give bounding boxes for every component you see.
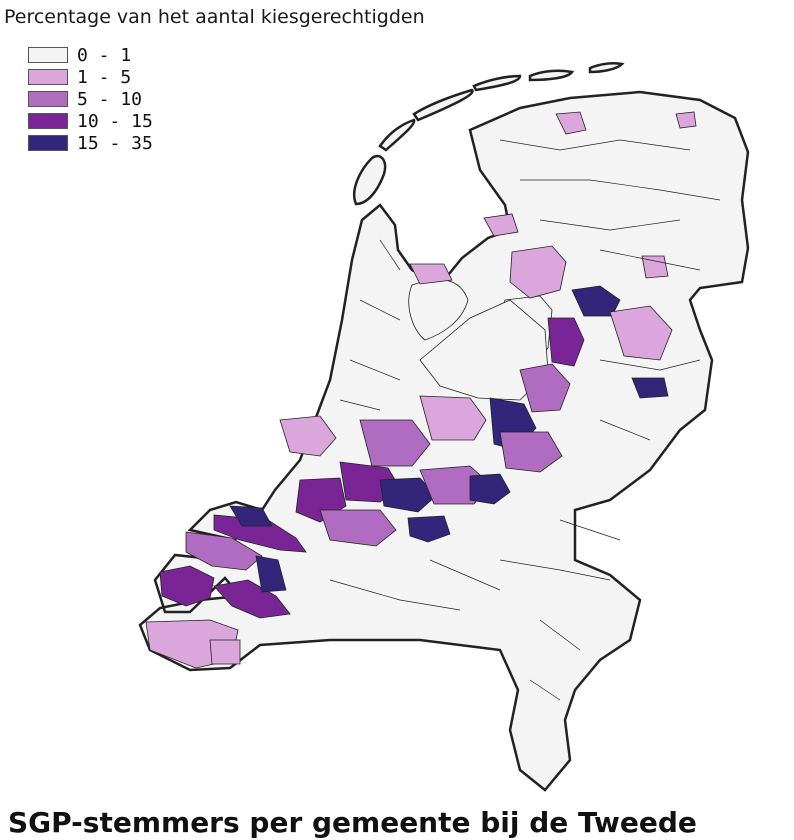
- legend-swatch: [28, 47, 68, 63]
- shaded-region-12: [469, 473, 511, 505]
- island-ameland: [472, 74, 522, 92]
- shaded-region-18: [631, 377, 669, 399]
- legend-item: 0 - 1: [28, 44, 153, 66]
- legend-item: 15 - 35: [28, 132, 153, 154]
- zeeland-walcheren: [159, 565, 215, 607]
- shaded-region-3: [547, 317, 585, 367]
- shaded-region-20: [675, 111, 697, 129]
- map-legend: 0 - 1 1 - 5 5 - 10 10 - 15 15 - 35: [28, 44, 153, 154]
- shaded-region-21: [483, 213, 519, 237]
- netherlands-map: [138, 61, 750, 792]
- shaded-region-23: [229, 505, 273, 527]
- zeeland-island-north: [213, 514, 307, 553]
- netherlands-mainland: [138, 90, 750, 792]
- legend-label: 15 - 35: [77, 132, 153, 154]
- shaded-region-17: [609, 305, 673, 361]
- legend-label: 1 - 5: [77, 66, 132, 88]
- shaded-region-1: [509, 245, 567, 299]
- shaded-region-8: [359, 419, 431, 467]
- map-caption: SGP-stemmers per gemeente bij de Tweede: [8, 806, 697, 839]
- shaded-region-16: [279, 415, 337, 457]
- legend-swatch: [28, 91, 68, 107]
- shaded-region-14: [319, 509, 397, 547]
- legend-item: 5 - 10: [28, 88, 153, 110]
- shaded-region-15: [407, 515, 451, 543]
- shaded-region-25: [641, 255, 669, 279]
- legend-label: 0 - 1: [77, 44, 132, 66]
- legend-swatch: [28, 113, 68, 129]
- island-schiermonnikoog: [528, 69, 575, 82]
- legend-title: Percentage van het aantal kiesgerechtigd…: [4, 6, 425, 28]
- island-vlieland: [378, 118, 416, 152]
- zeeland-zuid-beveland: [213, 579, 291, 619]
- legend-label: 10 - 15: [77, 110, 153, 132]
- legend-swatch: [28, 69, 68, 85]
- legend-item: 10 - 15: [28, 110, 153, 132]
- legend-item: 1 - 5: [28, 66, 153, 88]
- shaded-region-2: [571, 285, 621, 317]
- shaded-region-4: [519, 363, 571, 413]
- island-terschelling: [412, 88, 474, 122]
- shaded-region-7: [419, 395, 487, 441]
- legend-swatch: [28, 135, 68, 151]
- shaded-region-24: [209, 639, 241, 665]
- shaded-region-22: [409, 263, 453, 285]
- island-texel: [353, 154, 387, 206]
- zeeland-island-middle: [185, 531, 263, 571]
- shaded-region-10: [379, 477, 437, 513]
- municipality-borders: [329, 139, 721, 701]
- legend-label: 5 - 10: [77, 88, 143, 110]
- zeeland-tholen: [255, 555, 287, 593]
- shaded-region-6: [499, 431, 563, 473]
- island-rottumeroog: [588, 61, 625, 74]
- shaded-region-19: [555, 111, 587, 135]
